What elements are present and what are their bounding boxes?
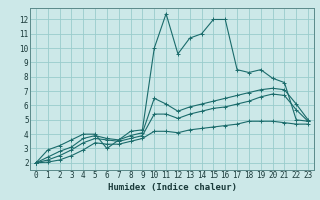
X-axis label: Humidex (Indice chaleur): Humidex (Indice chaleur) <box>108 183 236 192</box>
